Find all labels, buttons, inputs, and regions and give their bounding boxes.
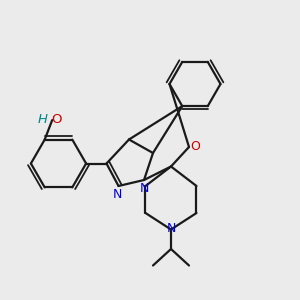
Text: N: N bbox=[166, 221, 176, 235]
Text: O: O bbox=[191, 140, 200, 153]
Text: N: N bbox=[140, 182, 150, 195]
Text: H: H bbox=[38, 113, 48, 126]
Text: N: N bbox=[112, 188, 122, 201]
Text: O: O bbox=[51, 113, 62, 126]
